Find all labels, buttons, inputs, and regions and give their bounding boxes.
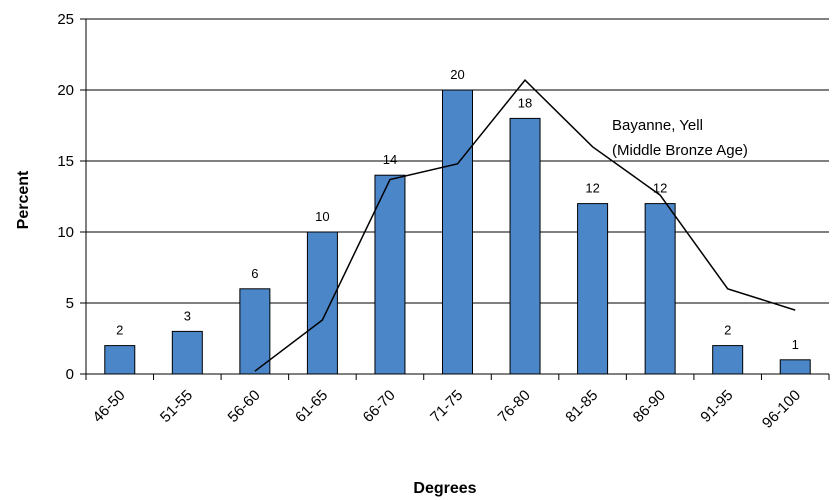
bar-91-95	[712, 345, 744, 375]
data-label-96-100: 1	[792, 337, 799, 352]
y-tick-label-15: 15	[57, 153, 74, 170]
bar-81-85	[577, 203, 609, 375]
x-tick-label-46-50: 46-50	[89, 387, 128, 426]
data-label-76-80: 18	[518, 95, 532, 110]
data-label-61-65: 10	[315, 209, 329, 224]
x-tick-labels: 46-50 51-55 56-60 61-65 66-70 71-75 76-80 81-85…	[89, 387, 804, 432]
bar-56-60	[239, 288, 271, 375]
x-axis-title: Degrees	[413, 480, 476, 497]
bar-96-100	[779, 359, 811, 375]
line-series-path	[254, 78, 796, 372]
x-tick-label-91-95: 91-95	[697, 387, 736, 426]
bar-66-70	[374, 174, 406, 375]
y-tick-labels: 0 5 10 15 20 25	[57, 11, 74, 383]
bar-46-50	[104, 345, 136, 375]
y-tick-label-5: 5	[66, 295, 74, 312]
data-label-71-75: 20	[450, 67, 464, 82]
data-label-66-70: 14	[383, 152, 397, 167]
x-tick-label-96-100: 96-100	[759, 387, 804, 432]
x-tick-label-81-85: 81-85	[562, 387, 601, 426]
y-tick-label-25: 25	[57, 11, 74, 28]
series-annotation-line-1: Bayanne, Yell	[612, 117, 703, 134]
x-tick-label-66-70: 66-70	[360, 387, 399, 426]
data-label-91-95: 2	[724, 323, 731, 338]
x-tick-label-51-55: 51-55	[157, 387, 196, 426]
data-label-81-85: 12	[585, 181, 599, 196]
y-tick-label-0: 0	[66, 366, 74, 383]
y-axis-title: Percent	[15, 170, 32, 229]
x-tick-label-71-75: 71-75	[427, 387, 466, 426]
bar-51-55	[171, 330, 203, 375]
y-tick-label-20: 20	[57, 82, 74, 99]
y-tick-label-10: 10	[57, 224, 74, 241]
bar-61-65	[306, 231, 338, 375]
trend-line-series	[254, 78, 796, 372]
x-tick-label-76-80: 76-80	[495, 387, 534, 426]
bar-71-75	[442, 89, 473, 375]
x-tick-label-56-60: 56-60	[225, 387, 264, 426]
bar-76-80	[509, 117, 541, 375]
axes	[80, 18, 830, 380]
x-tick-label-61-65: 61-65	[292, 387, 331, 426]
data-label-86-90: 12	[653, 181, 667, 196]
x-tick-label-86-90: 86-90	[630, 387, 669, 426]
bar-data-labels: 2 3 6 10 14 20 18 12 12 2 1	[116, 67, 799, 352]
bar-86-90	[644, 203, 676, 375]
data-label-46-50: 2	[116, 323, 123, 338]
data-label-56-60: 6	[251, 266, 258, 281]
bars	[104, 89, 811, 375]
data-label-51-55: 3	[184, 308, 191, 323]
series-annotation-line-2: (Middle Bronze Age)	[612, 142, 748, 159]
